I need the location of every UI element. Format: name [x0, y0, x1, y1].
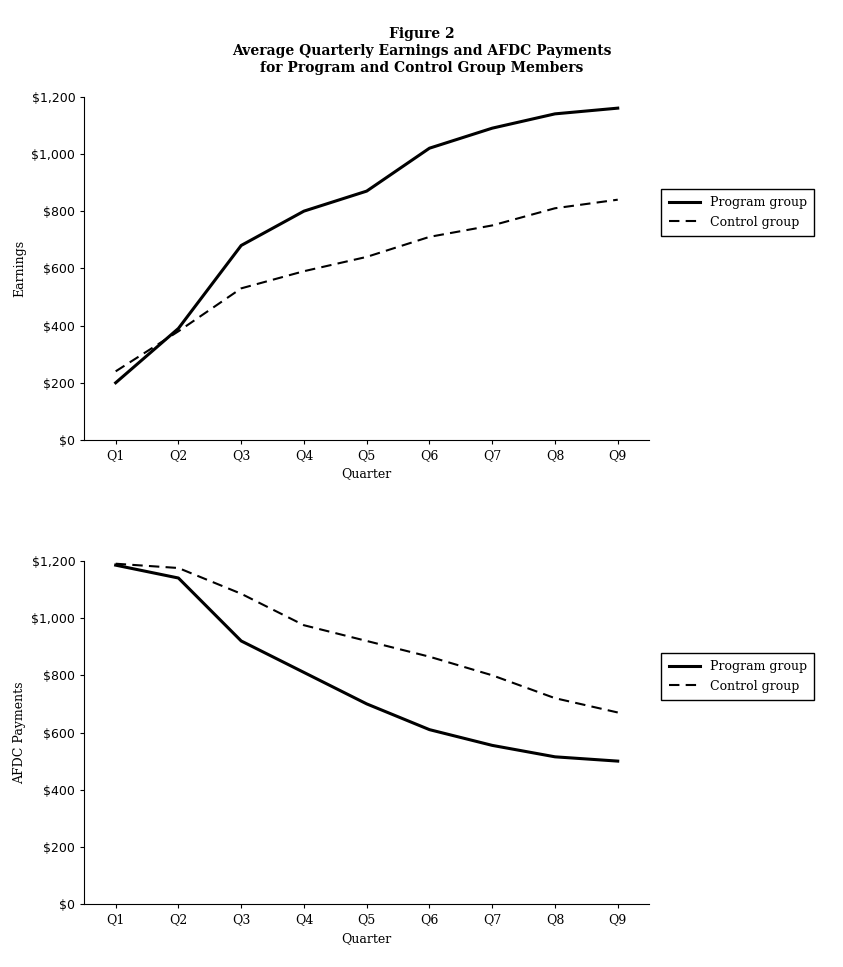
Y-axis label: Earnings: Earnings [13, 240, 26, 297]
Program group [174, 572, 184, 584]
Control group [550, 692, 560, 704]
Control group [299, 265, 309, 277]
Program group [362, 186, 372, 197]
Legend: Program group, Control group: Program group, Control group [661, 189, 814, 236]
Control group [613, 707, 623, 718]
Control group [550, 202, 560, 214]
Line: Control group: Control group [115, 199, 618, 371]
Control group [424, 651, 434, 662]
Program group [362, 698, 372, 710]
Program group [174, 323, 184, 335]
Program group [110, 559, 121, 571]
Text: for Program and Control Group Members: for Program and Control Group Members [260, 61, 583, 74]
Program group [550, 751, 560, 763]
Program group [487, 740, 497, 751]
Line: Control group: Control group [115, 564, 618, 713]
Control group [424, 231, 434, 243]
Control group [299, 620, 309, 631]
Text: Figure 2: Figure 2 [389, 27, 454, 41]
Control group [362, 635, 372, 647]
Control group [110, 558, 121, 570]
Program group [110, 377, 121, 389]
Control group [174, 562, 184, 573]
Program group [236, 635, 246, 647]
Control group [110, 366, 121, 377]
Program group [424, 142, 434, 154]
Control group [236, 588, 246, 600]
Program group [613, 755, 623, 767]
Program group [236, 240, 246, 251]
Text: Average Quarterly Earnings and AFDC Payments: Average Quarterly Earnings and AFDC Paym… [232, 44, 611, 58]
Program group [613, 103, 623, 114]
X-axis label: Quarter: Quarter [341, 932, 392, 945]
X-axis label: Quarter: Quarter [341, 468, 392, 481]
Line: Program group: Program group [115, 565, 618, 761]
Control group [613, 193, 623, 205]
Control group [174, 326, 184, 337]
Program group [299, 666, 309, 678]
Control group [487, 220, 497, 231]
Program group [550, 108, 560, 120]
Program group [299, 205, 309, 217]
Control group [362, 251, 372, 263]
Control group [487, 669, 497, 681]
Program group [424, 724, 434, 736]
Program group [487, 123, 497, 134]
Y-axis label: AFDC Payments: AFDC Payments [13, 682, 26, 783]
Legend: Program group, Control group: Program group, Control group [661, 653, 814, 700]
Line: Program group: Program group [115, 108, 618, 383]
Control group [236, 282, 246, 294]
